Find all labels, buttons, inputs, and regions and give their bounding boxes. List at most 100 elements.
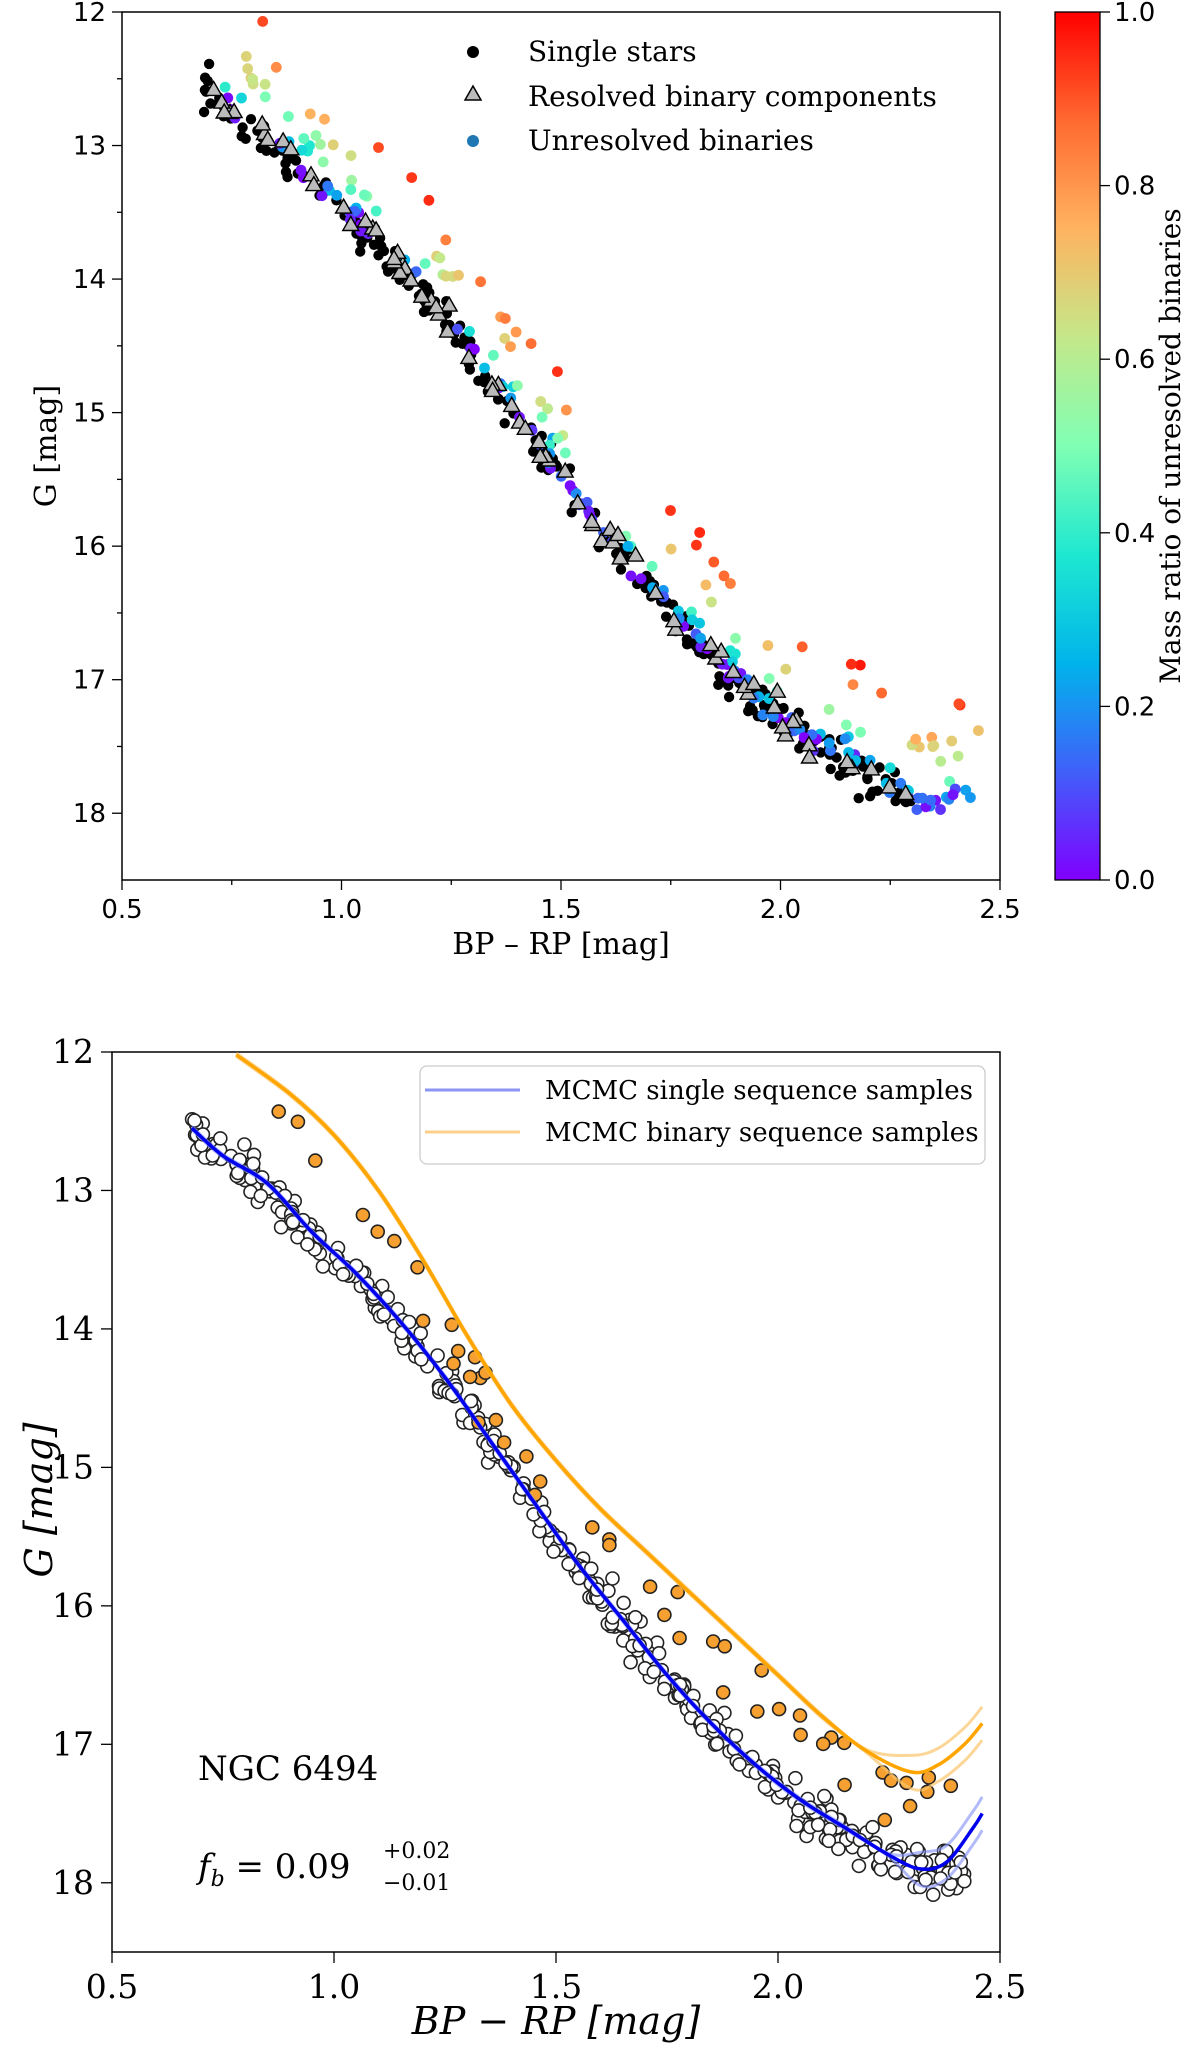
bottom-legend-box [419, 1065, 986, 1165]
colorbar-tick-label: 0.6 [1114, 345, 1155, 375]
bottom-x-axis-label: BP − RP [mag] [411, 1999, 701, 2043]
unresolved-binary-point [552, 432, 564, 444]
unresolved-binary-point [349, 205, 360, 217]
fb-subscript: b [211, 1867, 225, 1892]
binary-member-point [602, 1537, 617, 1553]
single-member-point [546, 1544, 561, 1559]
resolved-binary-point [582, 511, 601, 529]
unresolved-binary-point [423, 194, 435, 206]
single-member-point [623, 1654, 638, 1670]
unresolved-binary-point [331, 189, 343, 201]
single-star-point [528, 446, 539, 457]
top-x-tick-label: 1.5 [540, 895, 581, 925]
resolved-binary-point [608, 525, 628, 542]
binary-member-point [749, 1704, 765, 1719]
legend-label-resolved: Resolved binary components [528, 80, 937, 113]
single-star-point [714, 671, 725, 682]
binary-member-point [793, 1727, 808, 1743]
top-x-tick-label: 1.0 [321, 895, 362, 925]
single-member-point [788, 1770, 803, 1786]
single-star-point [499, 418, 510, 429]
binary-member-point [877, 1812, 893, 1828]
unresolved-binary-point [727, 656, 738, 667]
binary-member-point [519, 1449, 534, 1464]
binary-member-point [771, 1701, 787, 1717]
bottom-y-tick-label: 13 [52, 1170, 94, 1209]
legend-label-single: Single stars [528, 35, 697, 68]
single-member-point [709, 1736, 725, 1752]
bottom-y-tick-label: 18 [52, 1863, 94, 1902]
unresolved-binary-point [316, 190, 328, 202]
binary-member-point [657, 1607, 672, 1623]
unresolved-binary-point [665, 543, 677, 555]
resolved-binary-point [366, 220, 386, 237]
single-member-point [887, 1864, 903, 1880]
unresolved-binary-point [346, 174, 357, 186]
unresolved-binary-point [475, 276, 486, 288]
resolved-binary-point [773, 717, 792, 734]
bottom-y-tick-label: 12 [52, 1032, 94, 1071]
resolved-binary-point [555, 461, 575, 478]
unresolved-binary-point [973, 725, 984, 736]
unresolved-binary-point [708, 556, 720, 568]
unresolved-binary-point [440, 270, 452, 282]
single-star-point [864, 791, 876, 802]
unresolved-binary-point [847, 679, 859, 690]
unresolved-binary-point [823, 704, 835, 715]
single-star-point [198, 106, 210, 118]
resolved-binary-point [666, 619, 686, 636]
unresolved-binary-point [928, 740, 940, 751]
unresolved-binary-point [452, 323, 463, 335]
colorbar-tick-label: 0.4 [1114, 519, 1155, 549]
unresolved-binary-point [479, 362, 490, 374]
binary-member-point [450, 1343, 466, 1359]
unresolved-binary-point [965, 792, 976, 803]
single-member-point [571, 1570, 587, 1586]
resolved-binary-point [438, 321, 457, 338]
resolved-binary-point [401, 270, 421, 287]
bottom-x-tick-label: 1.0 [308, 1967, 360, 2006]
resolved-binary-point [384, 248, 404, 266]
resolved-binary-point [592, 531, 611, 548]
unresolved-binary-point [327, 139, 339, 151]
unresolved-binary-point [876, 687, 887, 699]
single-member-point [376, 1307, 392, 1322]
top-y-tick-label: 12 [73, 0, 106, 28]
unresolved-binary-point [854, 659, 866, 671]
binary-member-point [532, 1474, 548, 1489]
top-y-tick-label: 17 [73, 666, 106, 696]
binary-member-point [462, 1369, 478, 1385]
binary-member-point [446, 1356, 461, 1371]
unresolved-binary-point [935, 755, 947, 767]
legend-marker-single [467, 46, 479, 58]
resolved-binary-point [516, 418, 535, 435]
single-star-point [687, 638, 698, 649]
single-member-point [616, 1595, 631, 1611]
resolved-binary-point [390, 263, 410, 280]
single-member-point [810, 1817, 826, 1833]
unresolved-binary-point [694, 617, 705, 629]
resolved-binary-point [776, 725, 795, 742]
legend-label-unresolved: Unresolved binaries [528, 124, 814, 157]
single-star-point [203, 58, 215, 70]
unresolved-binary-point [926, 731, 938, 743]
unresolved-binary-point [911, 804, 923, 815]
unresolved-binary-point [935, 804, 946, 815]
binary-member-point [943, 1778, 959, 1794]
bottom-y-tick-label: 15 [52, 1447, 94, 1486]
unresolved-binary-point [464, 326, 475, 337]
resolved-binary-point [252, 114, 272, 131]
resolved-binary-point [459, 347, 479, 365]
unresolved-binary-point [823, 737, 835, 749]
top-x-tick-label: 0.5 [101, 895, 142, 925]
resolved-binary-point [426, 297, 446, 314]
unresolved-binary-point [317, 156, 329, 168]
top-legend: Single stars Resolved binary components … [463, 35, 937, 157]
unresolved-binary-point [700, 579, 712, 591]
unresolved-binary-point [665, 505, 676, 516]
unresolved-binary-point [242, 63, 254, 75]
single-member-point [728, 1728, 744, 1744]
unresolved-binary-point [646, 560, 658, 572]
fb-lower-error: −0.01 [383, 1871, 450, 1896]
